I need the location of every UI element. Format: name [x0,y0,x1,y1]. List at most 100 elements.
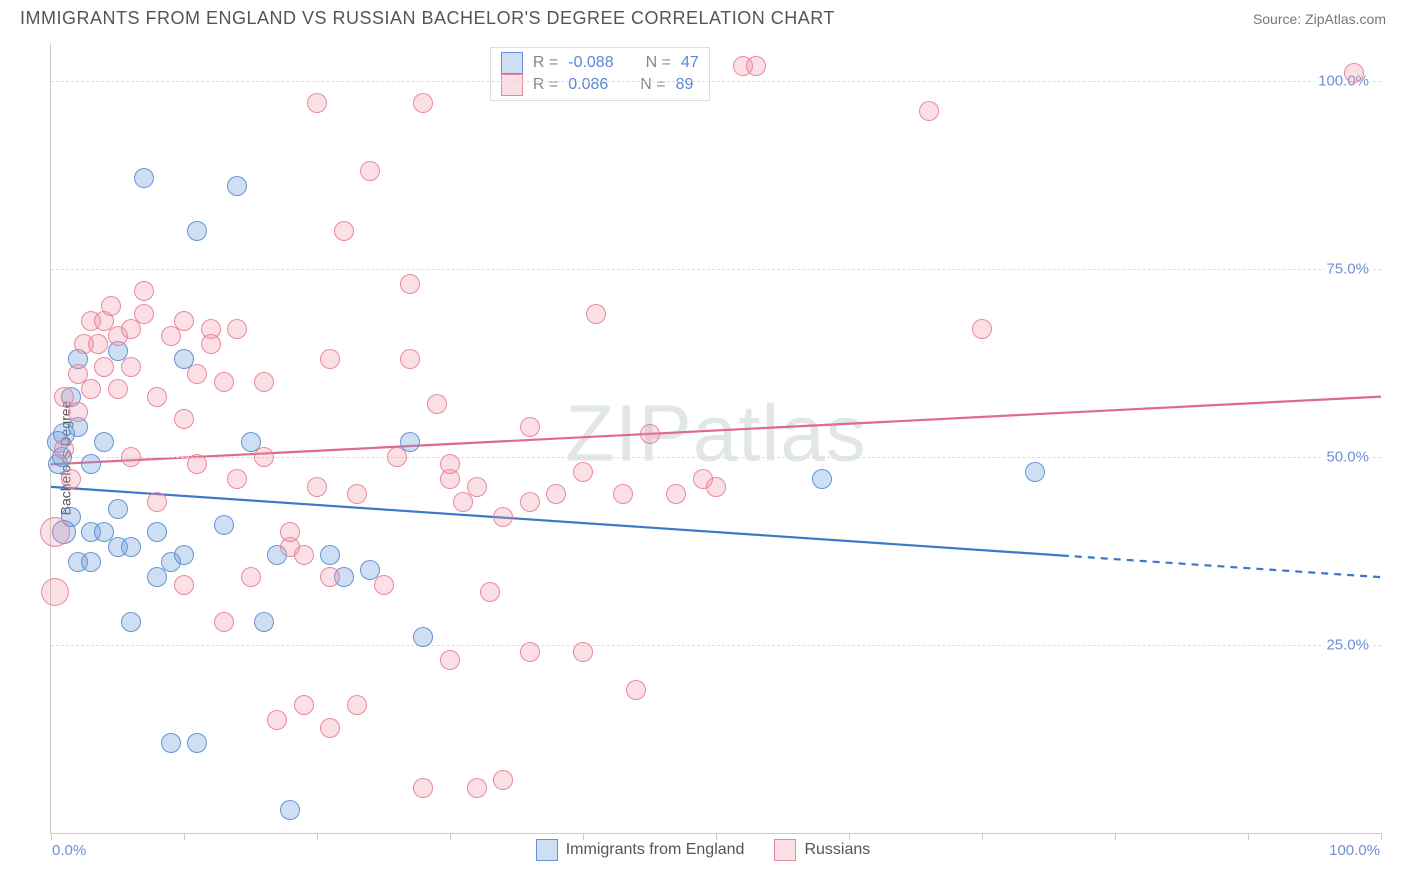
data-point-russians [280,522,300,542]
x-max-label: 100.0% [1329,842,1380,859]
data-point-russians [94,357,114,377]
data-point-england [81,454,101,474]
data-point-england [187,733,207,753]
source-name: ZipAtlas.com [1305,11,1386,27]
n-value: 89 [676,76,694,94]
data-point-russians [254,372,274,392]
data-point-russians [666,484,686,504]
data-point-russians [520,492,540,512]
chart-source: Source: ZipAtlas.com [1253,11,1386,27]
data-point-russians [307,93,327,113]
data-point-russians [214,372,234,392]
data-point-russians [520,417,540,437]
data-point-england [320,545,340,565]
data-point-russians [400,349,420,369]
watermark: ZIPatlas [565,387,866,479]
data-point-england [108,499,128,519]
stats-row-england: R = -0.088 N = 47 [501,52,699,74]
n-label: N = [646,54,671,72]
data-point-russians [387,447,407,467]
r-label: R = [533,76,558,94]
data-point-russians [88,334,108,354]
data-point-england [161,733,181,753]
data-point-england [134,168,154,188]
data-point-russians [174,311,194,331]
chart-title: IMMIGRANTS FROM ENGLAND VS RUSSIAN BACHE… [20,8,835,29]
data-point-russians [640,424,660,444]
gridline [51,81,1381,82]
stats-box: R = -0.088 N = 47 R = 0.086 N = 89 [490,47,710,101]
data-point-russians [347,695,367,715]
x-axis-legend: 0.0% 100.0% Immigrants from England Russian… [0,839,1406,861]
legend-item: Russians [774,839,870,861]
data-point-russians [440,650,460,670]
data-point-russians [746,56,766,76]
data-point-russians [41,578,69,606]
data-point-russians [81,379,101,399]
data-point-england [174,545,194,565]
data-point-russians [214,612,234,632]
data-point-russians [68,402,88,422]
data-point-england [413,627,433,647]
stats-row-russians: R = 0.086 N = 89 [501,74,699,96]
data-point-russians [706,477,726,497]
data-point-russians [121,447,141,467]
data-point-england [121,612,141,632]
swatch-russians-icon [501,74,523,96]
data-point-russians [101,296,121,316]
data-point-russians [320,349,340,369]
chart-header: IMMIGRANTS FROM ENGLAND VS RUSSIAN BACHE… [0,0,1406,33]
legend-swatch-icon [536,839,558,861]
data-point-russians [320,567,340,587]
data-point-england [254,612,274,632]
data-point-russians [626,680,646,700]
data-point-russians [493,507,513,527]
data-point-russians [360,161,380,181]
data-point-russians [121,357,141,377]
data-point-russians [374,575,394,595]
data-point-russians [61,469,81,489]
data-point-england [81,552,101,572]
data-point-russians [520,642,540,662]
r-value: 0.086 [568,76,608,94]
data-point-russians [147,387,167,407]
data-point-england [121,537,141,557]
r-label: R = [533,54,558,72]
data-point-russians [294,545,314,565]
data-point-england [812,469,832,489]
data-point-england [187,221,207,241]
data-point-russians [54,439,74,459]
gridline [51,457,1381,458]
data-point-russians [187,364,207,384]
data-point-england [1025,462,1045,482]
data-point-russians [413,778,433,798]
legend-label: Russians [804,841,870,859]
x-min-label: 0.0% [52,842,86,859]
data-point-russians [493,770,513,790]
chart-wrap: Bachelor's Degree ZIPatlas R =-0.088N =4… [0,33,1406,883]
data-point-england [214,515,234,535]
source-prefix: Source: [1253,11,1305,27]
gridline [51,645,1381,646]
data-point-england [227,176,247,196]
n-label: N = [640,76,665,94]
data-point-russians [174,575,194,595]
data-point-russians [1344,63,1364,83]
data-point-russians [467,778,487,798]
y-tick-label: 75.0% [1322,259,1373,278]
legend-item: Immigrants from England [536,839,745,861]
data-point-russians [480,582,500,602]
data-point-russians [134,281,154,301]
n-value: 47 [681,54,699,72]
data-point-russians [254,447,274,467]
r-value: -0.088 [568,54,613,72]
data-point-russians [467,477,487,497]
y-tick-label: 50.0% [1322,447,1373,466]
legend-swatch-icon [774,839,796,861]
data-point-england [147,522,167,542]
data-point-russians [573,642,593,662]
data-point-russians [187,454,207,474]
data-point-russians [347,484,367,504]
data-point-england [280,800,300,820]
data-point-russians [174,409,194,429]
